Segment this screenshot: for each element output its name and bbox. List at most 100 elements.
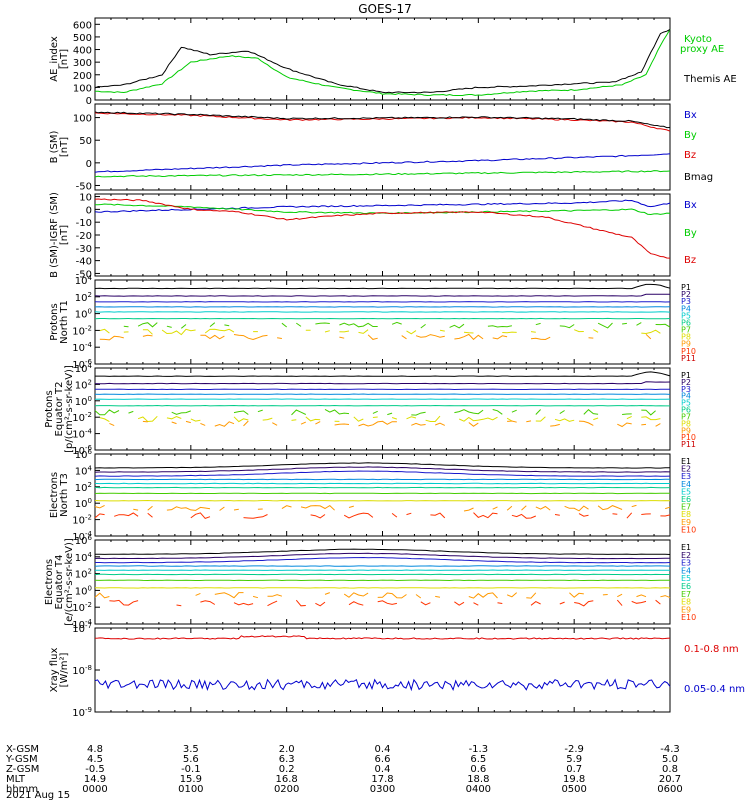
series-line (95, 29, 670, 93)
series-line (95, 29, 670, 95)
y-tick-label: 100 (75, 497, 92, 510)
y-tick-label: 10-8 (72, 664, 92, 677)
panel-7: ElectronsEquator T4[e/(cm²-s-sr-keV)]106… (44, 534, 696, 631)
series-line (95, 199, 670, 258)
legend-entry: Bx (684, 110, 697, 121)
series-line (95, 593, 670, 599)
y-tick-label: 10-7 (72, 622, 92, 635)
y-axis-label: ProtonsEquator T2[p/(cm²-s-sr-keV)] (44, 365, 75, 453)
legend-entry: By (684, 130, 697, 141)
x-tick-label: 0400 (466, 784, 491, 795)
series-line (95, 382, 670, 384)
y-axis-label: Xray flux[W/m²] (49, 648, 70, 693)
x-tick-label: 0300 (370, 784, 395, 795)
series-line (95, 680, 670, 690)
y-tick-label: 106 (75, 534, 93, 547)
y-tick-label: 600 (73, 20, 92, 31)
y-tick-label: 10-2 (72, 514, 92, 527)
panel-frame (95, 540, 670, 624)
legend-entry: E10 (681, 613, 696, 622)
panel-frame (95, 628, 670, 712)
panel-frame (95, 18, 670, 100)
y-tick-label: 100 (73, 114, 92, 125)
y-axis-label: ElectronsEquator T4[e/(cm²-s-sr-keV)] (44, 538, 75, 626)
panel-frame (95, 454, 670, 536)
y-tick-label: 0 (86, 159, 92, 170)
legend-entry: E10 (681, 525, 696, 534)
y-axis-label: B (SM)[nT] (49, 130, 70, 163)
y-tick-label: 200 (73, 71, 92, 82)
x-tick-label: 0100 (178, 784, 203, 795)
legend-entry: By (684, 228, 697, 239)
y-tick-label: 0 (86, 96, 92, 107)
y-axis-label: B (SM)-IGRF (SM)[nT] (49, 192, 70, 278)
y-tick-label: -50 (76, 181, 92, 192)
legend-entry: 0.05-0.4 nm (684, 684, 745, 695)
panel-5: ProtonsEquator T2[p/(cm²-s-sr-keV)]104 10… (44, 362, 696, 457)
y-axis-label: ElectronsNorth T3 (49, 472, 70, 518)
plot-title: GOES-17 (358, 2, 412, 16)
y-tick-label: 10-4 (72, 341, 92, 354)
legend-entry: proxy AE (680, 44, 724, 55)
y-tick-label: -10 (76, 218, 92, 229)
panel-1: AE_index[nT]6005004003002001000Kyotoprox… (49, 18, 737, 107)
y-tick-label: 104 (75, 274, 93, 287)
series-line (95, 409, 656, 415)
y-tick-label: 102 (75, 378, 92, 391)
panel-4: ProtonsNorth T110410210010-210-410-6P1P2… (49, 274, 696, 371)
y-tick-label: 10-2 (72, 324, 92, 337)
panel-frame (95, 280, 670, 364)
y-tick-label: 10-9 (72, 706, 92, 719)
legend-entry: Bx (684, 200, 697, 211)
y-tick-label: 10-2 (72, 601, 92, 614)
y-axis-label: AE_index[nT] (49, 36, 70, 82)
y-tick-label: 104 (75, 551, 93, 564)
legend-entry: Themis AE (683, 74, 737, 85)
y-tick-label: 500 (73, 33, 92, 44)
y-tick-label: 10-4 (72, 428, 92, 441)
y-tick-label: 102 (75, 568, 92, 581)
y-tick-label: -40 (76, 257, 92, 268)
series-line (109, 421, 660, 427)
series-line (95, 154, 670, 172)
x-tick-label: 0600 (657, 784, 682, 795)
series-line (100, 416, 670, 422)
y-tick-label: 104 (75, 362, 93, 375)
y-tick-label: 102 (75, 481, 92, 494)
series-line (95, 513, 670, 519)
y-tick-label: 10 (79, 193, 92, 204)
y-tick-label: 0 (86, 205, 92, 216)
panels: AE_index[nT]6005004003002001000Kyotoprox… (44, 18, 745, 719)
panel-3: B (SM)-IGRF (SM)[nT]100-10-20-30-40-50Bx… (49, 192, 697, 280)
y-tick-label: 106 (75, 448, 93, 461)
series-line (109, 600, 660, 606)
y-tick-label: 10-2 (72, 411, 92, 424)
y-tick-label: 300 (73, 58, 92, 69)
panel-6: ElectronsNorth T310610410210010-210-4E1E… (49, 448, 696, 543)
y-tick-label: 400 (73, 46, 92, 57)
y-tick-label: 104 (75, 464, 93, 477)
y-tick-label: 100 (75, 308, 92, 321)
legend-entry: Bz (684, 150, 696, 161)
y-tick-label: -30 (76, 244, 92, 255)
series-line (95, 636, 670, 639)
y-tick-label: 102 (75, 291, 92, 304)
series-line (124, 322, 670, 328)
x-tick-label: 0500 (561, 784, 586, 795)
y-axis-label: ProtonsNorth T1 (49, 300, 70, 344)
series-line (95, 294, 670, 296)
series-line (95, 505, 670, 511)
legend-entry: Bz (684, 255, 696, 266)
legend-entry: P11 (681, 354, 696, 363)
series-line (100, 329, 670, 334)
date-label: 2021 Aug 15 (6, 790, 70, 800)
y-tick-label: -20 (76, 231, 92, 242)
panel-8: Xray flux[W/m²]10-7 10-8 10-9 0.1-0.8 nm 0.0… (49, 622, 745, 719)
legend-entry: P11 (681, 440, 696, 449)
legend-entry: 0.1-0.8 nm (684, 644, 739, 655)
x-tick-label: 0200 (274, 784, 299, 795)
series-line (95, 284, 670, 288)
